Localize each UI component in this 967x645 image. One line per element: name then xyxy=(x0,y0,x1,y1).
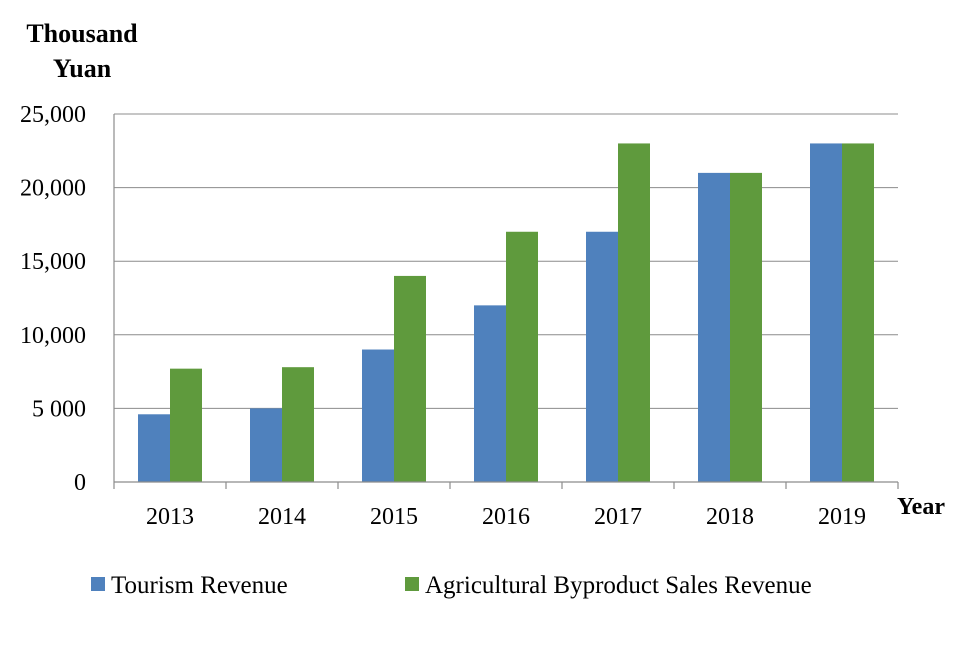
y-axis-title-line-2: Yuan xyxy=(53,54,112,83)
y-tick-label: 20,000 xyxy=(20,176,86,202)
bar-agricultural-byproduct-sales-revenue-2013 xyxy=(170,368,202,482)
x-tick-label: 2013 xyxy=(146,504,194,530)
legend-swatch-agricultural-byproduct-sales-revenue xyxy=(405,577,419,591)
y-tick-label: 0 xyxy=(74,470,86,496)
x-tick-label: 2016 xyxy=(482,504,530,530)
bar-tourism-revenue-2015 xyxy=(362,349,394,482)
bar-agricultural-byproduct-sales-revenue-2019 xyxy=(842,143,874,482)
bar-tourism-revenue-2013 xyxy=(138,414,170,482)
x-tick-label: 2019 xyxy=(818,504,866,530)
y-tick-label: 15,000 xyxy=(20,249,86,275)
x-tick-labels: 2013 2014 2015 2016 2017 2018 2019 xyxy=(146,504,866,530)
axes xyxy=(113,114,899,489)
y-tick-label: 25,000 xyxy=(20,102,86,128)
x-axis-title: Year xyxy=(897,494,945,520)
bar-agricultural-byproduct-sales-revenue-2018 xyxy=(730,172,762,482)
bars xyxy=(138,143,874,482)
y-tick-labels: 0 5 000 10,000 15,000 20,000 25,000 xyxy=(20,102,86,496)
y-axis-title-line-1: Thousand xyxy=(26,19,138,48)
y-tick-label: 5 000 xyxy=(32,396,86,422)
bar-agricultural-byproduct-sales-revenue-2014 xyxy=(282,367,314,482)
y-tick-label: 10,000 xyxy=(20,323,86,349)
x-tick-label: 2015 xyxy=(370,504,418,530)
bar-tourism-revenue-2016 xyxy=(474,305,506,482)
x-tick-label: 2017 xyxy=(594,504,642,530)
bar-agricultural-byproduct-sales-revenue-2016 xyxy=(506,231,538,482)
legend: Tourism Revenue Agricultural Byproduct S… xyxy=(91,572,812,599)
x-tick-label: 2014 xyxy=(258,504,306,530)
legend-label-tourism-revenue: Tourism Revenue xyxy=(111,572,288,599)
bar-tourism-revenue-2017 xyxy=(586,231,618,482)
legend-label-agricultural-byproduct-sales-revenue: Agricultural Byproduct Sales Revenue xyxy=(425,572,812,599)
bar-tourism-revenue-2014 xyxy=(250,408,282,482)
bar-agricultural-byproduct-sales-revenue-2015 xyxy=(394,275,426,482)
x-tick-label: 2018 xyxy=(706,504,754,530)
bar-tourism-revenue-2019 xyxy=(810,143,842,482)
legend-swatch-tourism-revenue xyxy=(91,577,105,591)
bar-tourism-revenue-2018 xyxy=(698,172,730,482)
bar-agricultural-byproduct-sales-revenue-2017 xyxy=(618,143,650,482)
